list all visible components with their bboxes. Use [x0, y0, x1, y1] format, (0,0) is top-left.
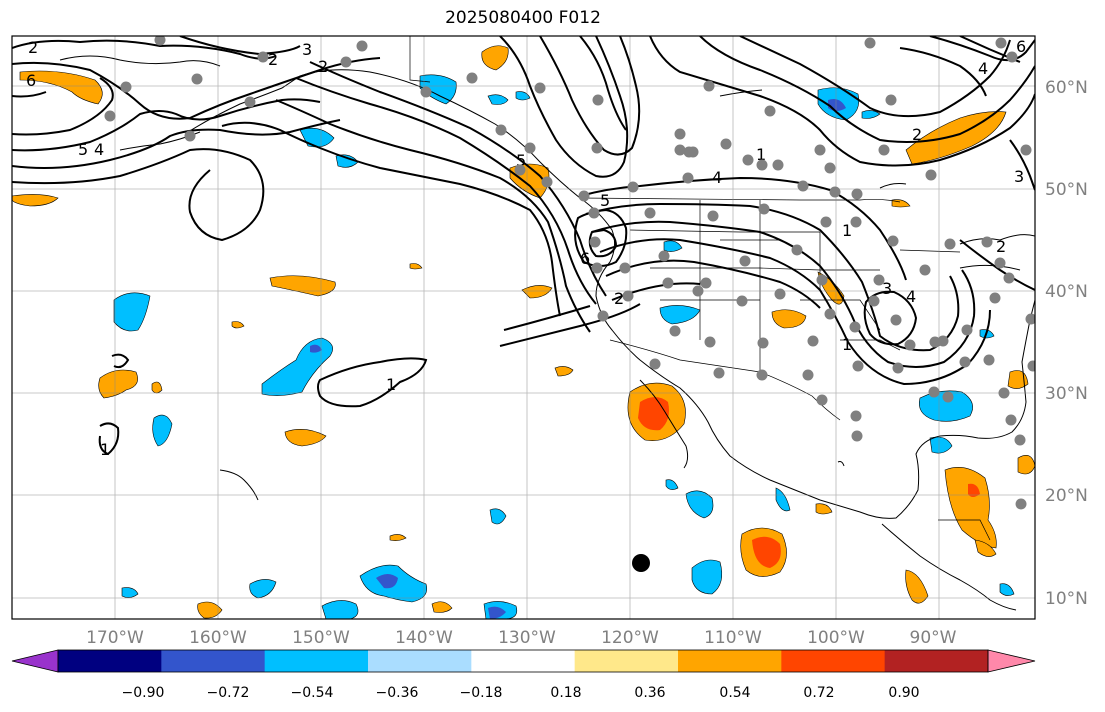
colorbar-tick-label: 0.72	[803, 685, 834, 701]
colorbar-outline	[57, 649, 989, 673]
contour-label: 5	[78, 140, 88, 159]
colorbar-segment	[161, 650, 266, 672]
lat-label: 60°N	[1045, 78, 1088, 98]
lon-label: 100°W	[807, 628, 865, 648]
contour-label: 4	[906, 287, 916, 306]
contour-label: 3	[882, 279, 892, 298]
colorbar-extend-max	[987, 649, 1036, 673]
lon-label: 120°W	[601, 628, 659, 648]
contour-labels: 2 2 3 2 6 4 5 1 4 5 5 6 2 1 3 4 1 2 3 6 …	[26, 37, 1026, 459]
lat-label: 10°N	[1045, 589, 1088, 609]
contour-label: 5	[516, 151, 526, 170]
colorbar-tick-label: 0.90	[888, 685, 919, 701]
colorbar-segment	[368, 650, 472, 672]
colorbar-tick-label: 0.54	[719, 685, 750, 701]
colorbar-tick-label: 0.18	[550, 685, 581, 701]
contour-label: 1	[842, 221, 852, 240]
gridlines	[12, 36, 1035, 619]
map-panel: 2 2 3 2 6 4 5 1 4 5 5 6 2 1 3 4 1 2 3 6 …	[12, 36, 1035, 619]
lon-label: 170°W	[86, 628, 144, 648]
map-border	[11, 35, 1036, 620]
colorbar-segment	[264, 650, 369, 672]
colorbar-segment	[678, 650, 782, 672]
colorbar	[11, 649, 1036, 673]
colorbar-tick-label: −0.54	[291, 685, 334, 701]
lon-label: 90°W	[910, 628, 957, 648]
colorbar-extend-min	[11, 649, 59, 673]
contour-label: 2	[268, 50, 278, 69]
lon-label: 140°W	[395, 628, 453, 648]
colorbar-segment	[884, 650, 989, 672]
contour-label: 4	[94, 140, 104, 159]
storm-center-marker	[632, 554, 650, 572]
lat-label: 20°N	[1045, 486, 1088, 506]
station-dots	[104, 36, 1035, 510]
lat-label: 40°N	[1045, 282, 1088, 302]
contour-label: 2	[912, 125, 922, 144]
lon-label: 130°W	[498, 628, 556, 648]
contour-label: 2	[28, 38, 38, 57]
lat-label: 50°N	[1045, 180, 1088, 200]
contour-label: 6	[26, 71, 36, 90]
colorbar-tick-label: −0.18	[460, 685, 503, 701]
contour-label: 1	[100, 440, 110, 459]
map-title: 2025080400 F012	[445, 8, 601, 28]
lat-label: 30°N	[1045, 384, 1088, 404]
colorbar-segment	[471, 650, 576, 672]
colorbar-segment	[781, 650, 886, 672]
colorbar-segment	[58, 650, 162, 672]
contour-label: 4	[978, 59, 988, 78]
contour-label: 2	[614, 289, 624, 308]
colorbar-tick-label: −0.90	[122, 685, 165, 701]
contour-label: 2	[996, 237, 1006, 256]
latitude-labels: 60°N 50°N 40°N 30°N 20°N 10°N	[1045, 78, 1088, 609]
contour-label: 2	[318, 57, 328, 76]
contour-label: 3	[302, 40, 312, 59]
lon-label: 110°W	[704, 628, 762, 648]
colorbar-tick-label: 0.36	[634, 685, 665, 701]
contour-label: 1	[756, 145, 766, 164]
colorbar-segment	[574, 650, 679, 672]
contour-lines	[12, 36, 1035, 456]
colorbar-labels: −0.90 −0.72 −0.54 −0.36 −0.18 0.18 0.36 …	[122, 685, 920, 701]
longitude-labels: 170°W 160°W 150°W 140°W 130°W 120°W 110°…	[86, 628, 957, 648]
colorbar-tick-label: −0.72	[207, 685, 250, 701]
contour-label: 1	[386, 375, 396, 394]
contour-label: 6	[580, 249, 590, 268]
contour-label: 1	[842, 335, 852, 354]
contour-label: 3	[1014, 167, 1024, 186]
contour-label: 4	[712, 168, 722, 187]
contour-label: 5	[600, 191, 610, 210]
colorbar-tick-label: −0.36	[376, 685, 419, 701]
lon-label: 150°W	[292, 628, 350, 648]
contour-label: 6	[1016, 37, 1026, 56]
lon-label: 160°W	[189, 628, 247, 648]
